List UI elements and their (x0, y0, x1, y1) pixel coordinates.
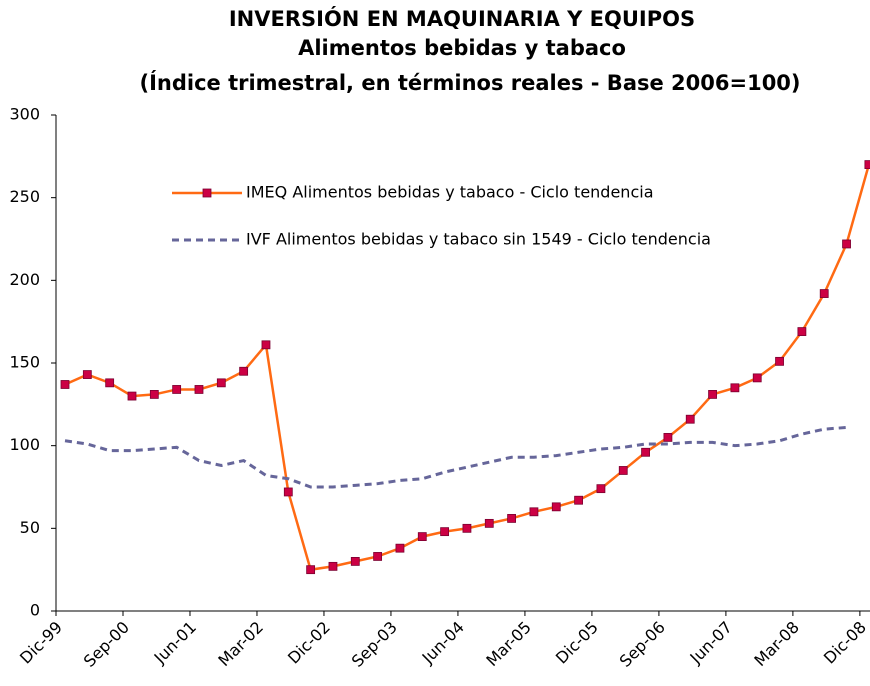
x-tick-label: Dic-02 (284, 618, 334, 668)
y-tick-label: 100 (9, 435, 40, 454)
marker (172, 385, 182, 394)
marker (417, 532, 427, 541)
marker (306, 565, 316, 575)
x-tick-label: Dic-99 (16, 618, 66, 668)
marker (507, 514, 517, 523)
chart-subtitle: Alimentos bebidas y tabaco (298, 36, 626, 60)
marker (730, 383, 740, 393)
marker (239, 366, 249, 376)
legend-label: IMEQ Alimentos bebidas y tabaco - Ciclo … (246, 183, 654, 202)
marker (105, 378, 115, 388)
series-line (64, 425, 847, 489)
x-tick-label: Mar-05 (482, 618, 535, 671)
x-tick-label: Jun-01 (150, 618, 200, 668)
marker (440, 527, 450, 537)
x-tick-label: Sep-06 (616, 618, 669, 671)
marker (641, 447, 650, 457)
marker (395, 543, 405, 553)
marker (574, 495, 583, 505)
marker (462, 523, 472, 533)
marker (529, 507, 539, 517)
marker (373, 552, 383, 561)
marker (283, 487, 293, 497)
x-tick-label: Jun-04 (418, 618, 468, 668)
marker (82, 370, 92, 379)
series-line (64, 164, 870, 572)
marker (194, 385, 204, 394)
y-tick-label: 200 (9, 270, 40, 289)
y-tick-label: 0 (30, 601, 40, 620)
x-tick-label: Mar-08 (750, 618, 803, 671)
marker (596, 484, 606, 494)
marker (60, 380, 70, 389)
marker (819, 289, 829, 298)
marker (842, 239, 851, 249)
marker (618, 466, 628, 475)
marker (127, 391, 137, 401)
marker (797, 327, 807, 336)
marker (775, 356, 784, 366)
marker (149, 390, 159, 399)
x-tick-label: Sep-00 (80, 618, 133, 671)
chart-subtitle: (Índice trimestral, en términos reales -… (139, 70, 800, 95)
y-tick-label: 150 (9, 353, 40, 372)
legend-marker (202, 188, 212, 198)
y-tick-label: 50 (20, 518, 40, 537)
marker (685, 414, 695, 424)
marker (484, 518, 494, 528)
marker (752, 373, 762, 383)
chart-title: INVERSIÓN EN MAQUINARIA Y EQUIPOS (229, 6, 695, 31)
x-tick-label: Mar-02 (214, 618, 267, 671)
marker (663, 432, 673, 442)
x-tick-label: Jun-07 (686, 618, 736, 668)
marker (261, 340, 271, 350)
marker (864, 160, 870, 170)
x-tick-label: Sep-03 (348, 618, 401, 671)
x-tick-label: Dic-08 (820, 618, 870, 668)
marker (350, 557, 360, 566)
marker (328, 561, 338, 571)
y-tick-label: 250 (9, 187, 40, 206)
y-tick-label: 300 (9, 105, 40, 124)
legend-label: IVF Alimentos bebidas y tabaco sin 1549 … (246, 230, 711, 249)
x-tick-label: Dic-05 (552, 618, 602, 668)
marker (708, 390, 717, 399)
marker (216, 378, 226, 388)
marker (551, 502, 561, 512)
